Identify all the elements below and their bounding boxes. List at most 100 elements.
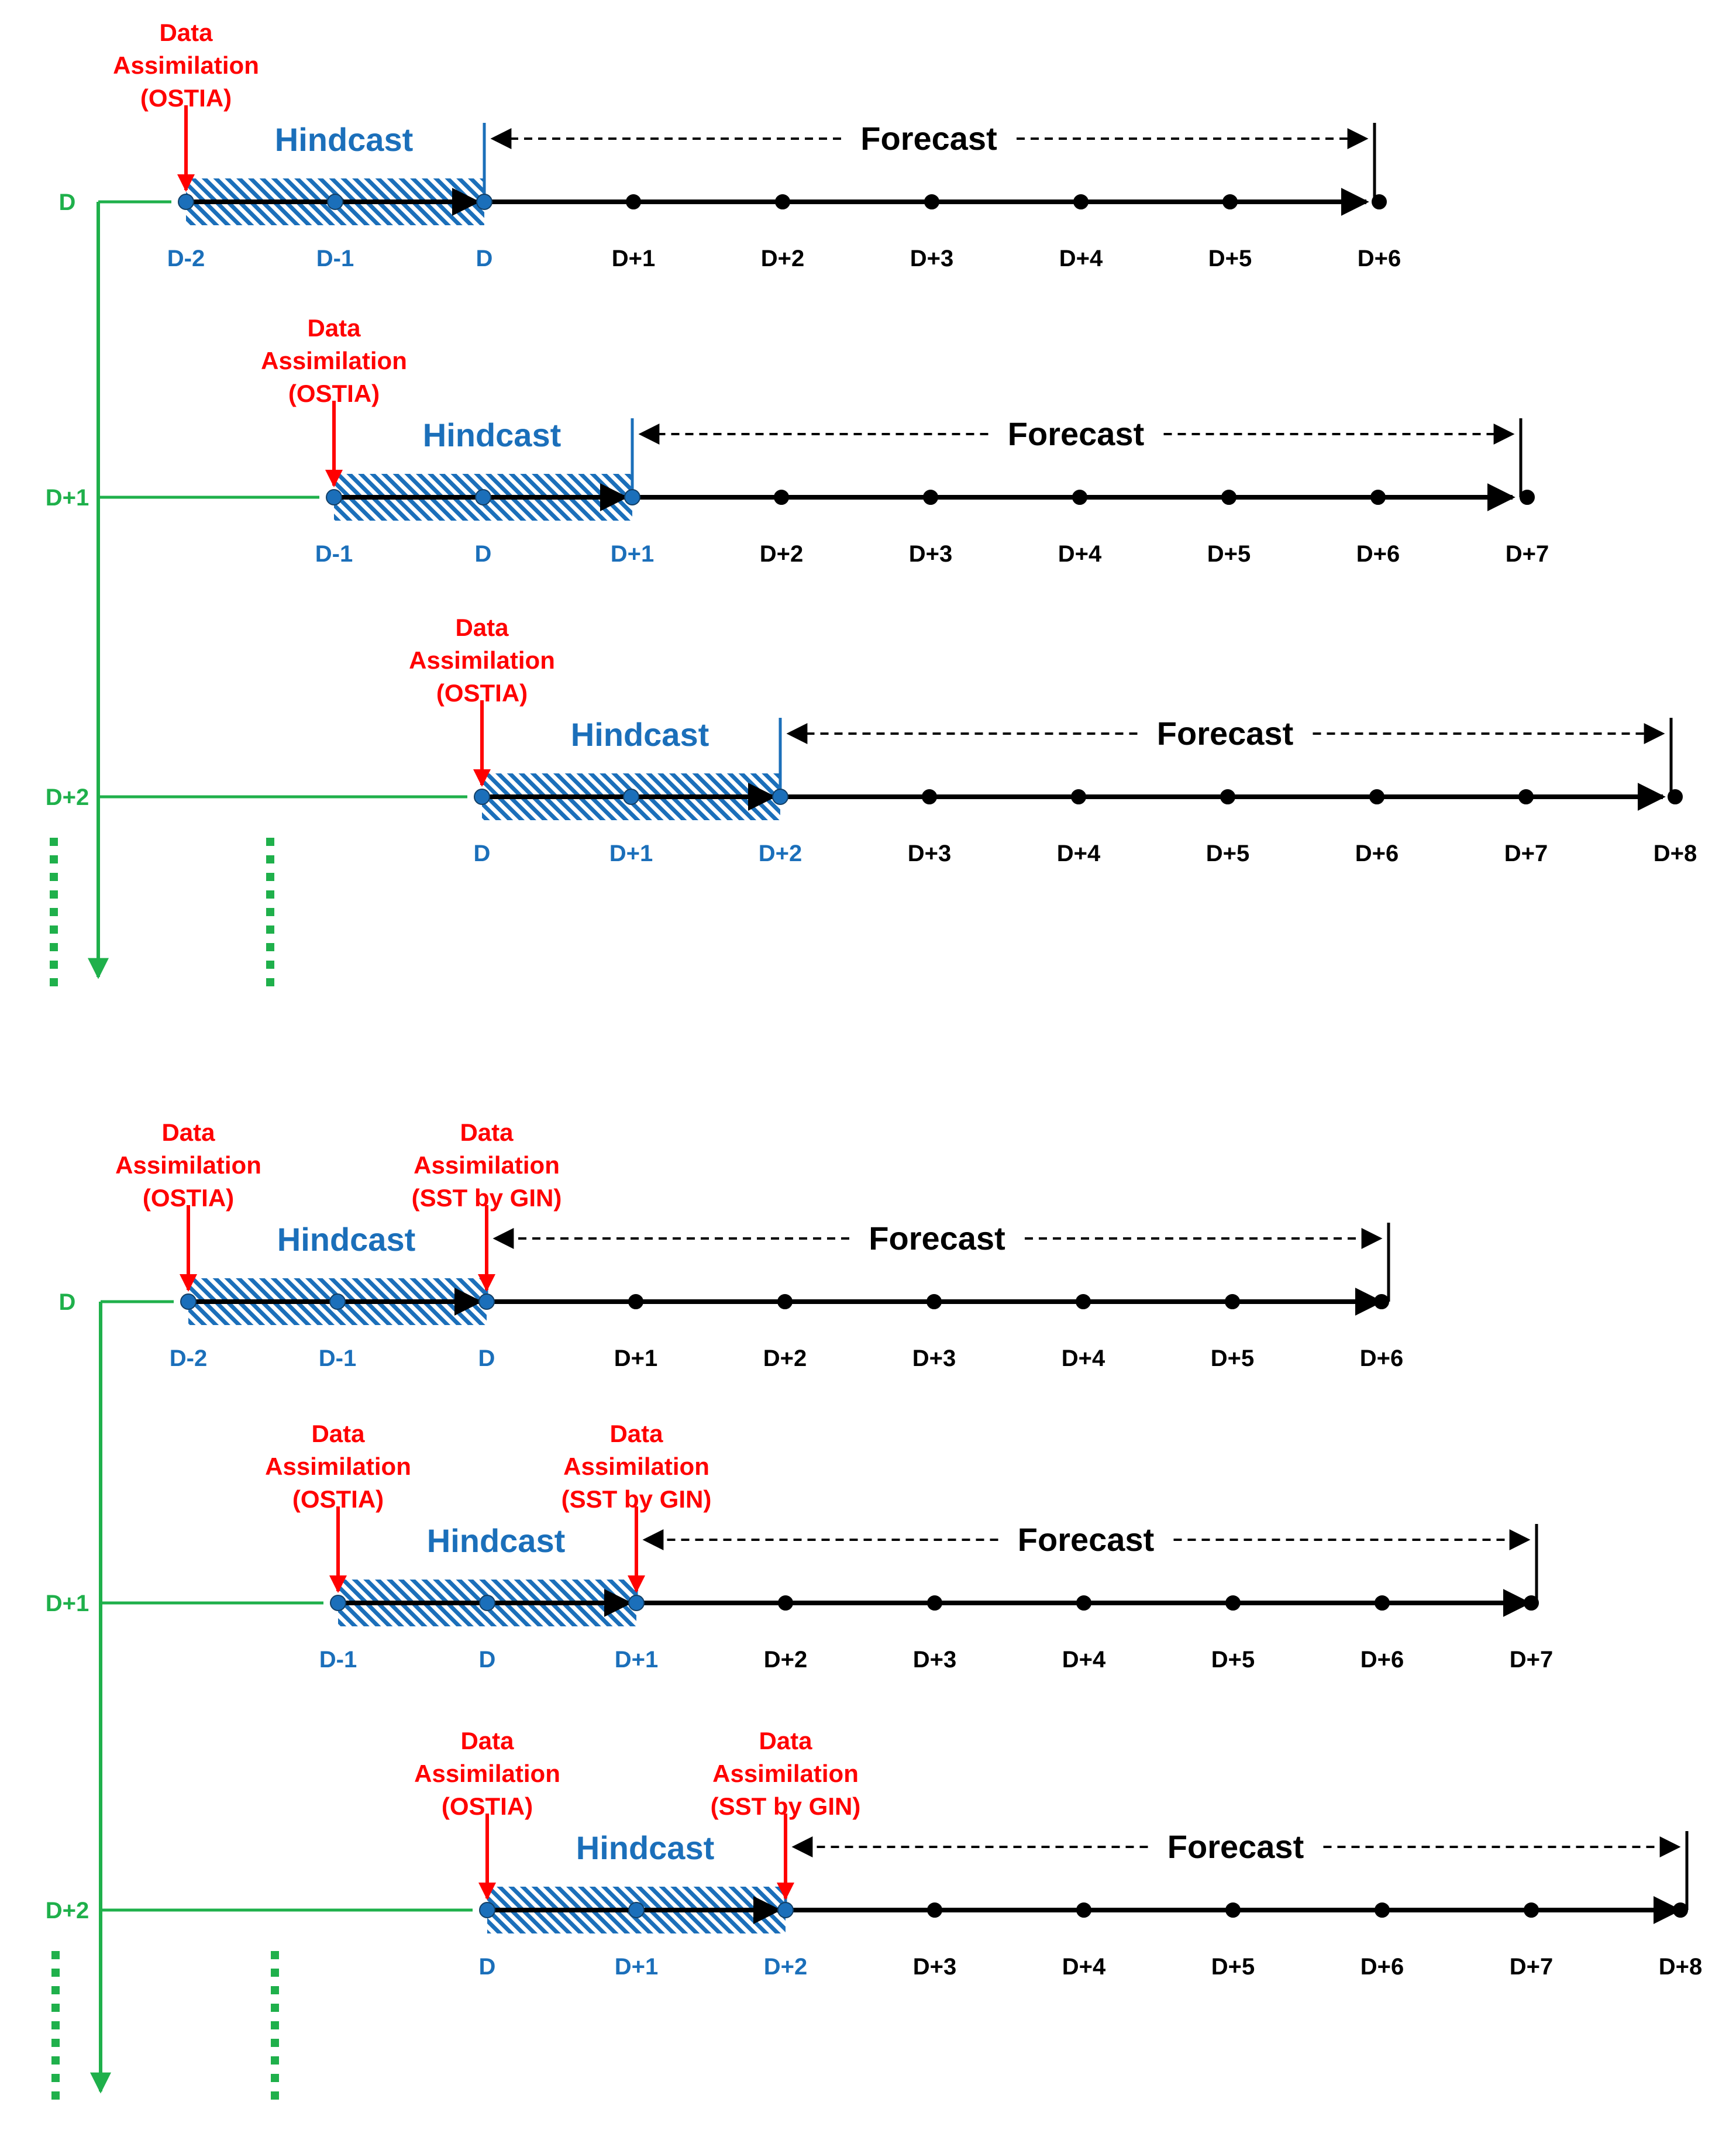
- day-point: [927, 1595, 942, 1611]
- day-point: [628, 1595, 645, 1611]
- day-point: [479, 1595, 495, 1611]
- day-tick-label: D+6: [1360, 1954, 1404, 1980]
- ostia-assimilation-text: Data: [307, 314, 361, 342]
- day-tick-label: D+1: [612, 246, 656, 271]
- ostia-assimilation-text: Assimilation: [265, 1453, 411, 1480]
- day-point: [1668, 789, 1683, 804]
- day-tick-label: D+5: [1211, 1647, 1255, 1673]
- day-point: [1375, 1595, 1390, 1611]
- day-tick-label: D: [475, 541, 492, 567]
- day-point: [927, 1902, 942, 1918]
- day-point: [924, 194, 939, 209]
- day-tick-label: D+7: [1506, 541, 1549, 567]
- day-point: [1520, 490, 1535, 505]
- day-point: [1375, 1902, 1390, 1918]
- day-point: [777, 1902, 794, 1918]
- day-point: [479, 1902, 495, 1918]
- day-tick-label: D+1: [615, 1954, 659, 1980]
- gin-assimilation-text: Data: [609, 1420, 663, 1447]
- day-tick-label: D+2: [764, 1954, 808, 1980]
- day-tick-label: D: [478, 1346, 495, 1371]
- day-tick-label: D+6: [1360, 1647, 1404, 1673]
- day-tick-label: D+7: [1504, 841, 1548, 866]
- day-point: [772, 789, 788, 805]
- day-tick-label: D: [479, 1954, 496, 1980]
- day-tick-label: D+3: [909, 541, 953, 567]
- timeline-row: D+2 Forecast Hindcast D D+1 D+2 D+3 D+4 D+5 D+6 D+…: [46, 614, 1697, 866]
- day-tick-label: D-2: [170, 1346, 207, 1371]
- day-tick-label: D+4: [1062, 1954, 1106, 1980]
- day-point: [1369, 789, 1384, 804]
- ostia-assimilation-text: Data: [460, 1727, 514, 1754]
- day-tick-label: D+5: [1206, 841, 1250, 866]
- forecast-label: Forecast: [1157, 715, 1293, 752]
- day-tick-label: D+7: [1510, 1647, 1554, 1673]
- day-tick-label: D-1: [319, 1346, 356, 1371]
- day-tick-label: D-1: [316, 246, 354, 271]
- gin-assimilation-text: Data: [759, 1727, 812, 1754]
- day-point: [626, 194, 641, 209]
- day-tick-label: D+5: [1208, 246, 1252, 271]
- day-point: [1220, 789, 1235, 804]
- day-tick-label: D+6: [1356, 541, 1400, 567]
- hindcast-label: Hindcast: [275, 121, 414, 158]
- day-point: [628, 1294, 643, 1309]
- gin-assimilation-text: Assimilation: [414, 1151, 560, 1179]
- day-point: [1518, 789, 1534, 804]
- day-tick-label: D+1: [609, 841, 653, 866]
- timeline-row: D Forecast Hindcast D-2 D-1 D D+1 D+2 D+3 D+4 D+5 D…: [59, 1119, 1404, 1371]
- panel-bottom: D Forecast Hindcast D-2 D-1 D D+1 D+2 D+3 D+4 D+5 D…: [46, 1119, 1703, 2106]
- day-point: [1225, 1294, 1240, 1309]
- ostia-assimilation-text: Data: [455, 614, 509, 641]
- ostia-assimilation-text: Assimilation: [113, 51, 259, 79]
- day-tick-label: D+3: [910, 246, 954, 271]
- day-tick-label: D+3: [912, 1346, 956, 1371]
- forecast-label: Forecast: [869, 1220, 1005, 1257]
- day-point: [1076, 1595, 1091, 1611]
- day-point: [926, 1294, 942, 1309]
- day-tick-label: D+2: [760, 541, 804, 567]
- forecast-label: Forecast: [1167, 1828, 1304, 1865]
- day-tick-label: D+2: [763, 1346, 807, 1371]
- day-point: [774, 490, 789, 505]
- day-tick-label: D: [474, 841, 491, 866]
- ostia-assimilation-text: Data: [159, 19, 213, 46]
- run-day-label: D+1: [46, 1591, 89, 1616]
- day-tick-label: D-1: [315, 541, 353, 567]
- day-tick-label: D+8: [1654, 841, 1697, 866]
- hindcast-label: Hindcast: [576, 1829, 715, 1866]
- timeline-row: D+1 Forecast Hindcast D-1 D D+1 D+2 D+3 D+4 D+5 D+…: [46, 1420, 1554, 1673]
- hindcast-label: Hindcast: [427, 1522, 566, 1559]
- day-tick-label: D-2: [167, 246, 205, 271]
- run-day-label: D: [59, 190, 76, 215]
- day-tick-label: D+2: [761, 246, 805, 271]
- timeline-row: D+2 Forecast Hindcast D D+1 D+2 D+3 D+4 D+5 D+6 D+…: [46, 1727, 1703, 1980]
- day-point: [1374, 1294, 1389, 1309]
- day-tick-label: D+4: [1059, 246, 1103, 271]
- ostia-assimilation-text: Data: [161, 1119, 215, 1146]
- day-point: [923, 490, 938, 505]
- day-point: [623, 789, 639, 805]
- day-point: [478, 1293, 495, 1310]
- day-point: [1225, 1902, 1241, 1918]
- day-tick-label: D+4: [1057, 841, 1101, 866]
- run-day-label: D+1: [46, 485, 89, 511]
- hindcast-label: Hindcast: [277, 1221, 416, 1258]
- day-point: [624, 489, 640, 505]
- day-point: [1221, 490, 1236, 505]
- day-tick-label: D: [479, 1647, 496, 1673]
- day-point: [778, 1595, 793, 1611]
- ostia-assimilation-text: Assimilation: [115, 1151, 261, 1179]
- day-tick-label: D+4: [1062, 1647, 1106, 1673]
- ostia-assimilation-text: Assimilation: [414, 1760, 560, 1787]
- day-point: [178, 194, 194, 210]
- day-point: [1524, 1902, 1539, 1918]
- day-point: [922, 789, 937, 804]
- day-tick-label: D+3: [913, 1954, 957, 1980]
- day-tick-label: D+6: [1360, 1346, 1404, 1371]
- day-tick-label: D-1: [319, 1647, 357, 1673]
- timeline-row: D+1 Forecast Hindcast D-1 D D+1 D+2 D+3 D+4 D+5 D+…: [46, 314, 1549, 567]
- day-point: [628, 1902, 645, 1918]
- day-tick-label: D+1: [611, 541, 655, 567]
- day-point: [1222, 194, 1238, 209]
